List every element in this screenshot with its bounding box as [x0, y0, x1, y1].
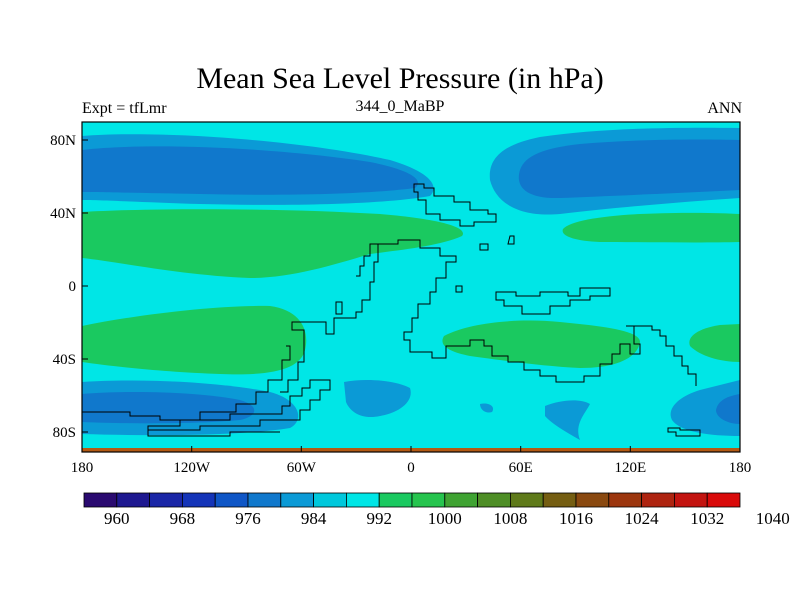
land-outlines — [82, 183, 701, 437]
colorbar-label: 1008 — [493, 509, 527, 528]
colorbar-swatch — [378, 492, 413, 508]
colorbar-swatch — [411, 492, 446, 508]
map-field — [82, 122, 740, 452]
chart-title: Mean Sea Level Pressure (in hPa) — [196, 62, 604, 95]
colorbar-swatch — [608, 492, 642, 508]
coastline-main-continent — [370, 239, 641, 383]
colorbar-label: 960 — [104, 509, 130, 528]
x-tick-label: 180 — [71, 460, 94, 476]
coastline-north-landmass — [413, 183, 497, 227]
colorbar-swatch — [509, 492, 544, 508]
colorbar: 960 968 976 984 992 1000 1008 1016 1024 1032 1040 — [83, 492, 790, 528]
colorbar-swatch — [116, 492, 151, 508]
low-pressure-patch-indian — [545, 400, 590, 440]
x-tick-label: 60E — [509, 460, 533, 476]
colorbar-label: 992 — [366, 509, 392, 528]
period-label: 344_0_MaBP — [355, 98, 445, 115]
colorbar-label: 968 — [170, 509, 196, 528]
x-axis-labels: 180 120W 60W 0 60E 120E 180 — [71, 460, 752, 476]
coastline-southeast-island — [667, 427, 701, 437]
y-tick-label: 80N — [50, 133, 76, 149]
colorbar-swatch — [280, 492, 314, 508]
colorbar-swatch — [641, 492, 675, 508]
colorbar-swatch — [83, 492, 118, 508]
experiment-label: Expt = tfLmr — [82, 100, 167, 117]
coastline-eastern-island — [495, 287, 611, 315]
x-tick-label: 120E — [614, 460, 646, 476]
low-pressure-core-south-west — [82, 392, 255, 424]
y-tick-label: 0 — [69, 279, 77, 295]
colorbar-swatch — [345, 492, 380, 508]
coastline-southern-strip — [147, 379, 331, 437]
x-tick-label: 0 — [407, 460, 415, 476]
high-pressure-band-north-east — [562, 212, 740, 243]
colorbar-label: 1032 — [690, 509, 724, 528]
coastline-western-arc — [82, 345, 291, 421]
y-axis-ticks — [82, 139, 88, 433]
high-pressure-band-south-west — [82, 305, 307, 375]
y-tick-label: 80S — [53, 425, 76, 441]
colorbar-label: 1024 — [625, 509, 660, 528]
colorbar-swatch — [444, 492, 478, 508]
season-label: ANN — [707, 100, 742, 117]
high-pressure-band-north-west — [82, 209, 464, 278]
x-tick-label: 60W — [287, 460, 317, 476]
low-pressure-band-south-east — [670, 380, 740, 436]
colorbar-label: 984 — [301, 509, 327, 528]
colorbar-label: 1016 — [559, 509, 593, 528]
x-tick-label: 120W — [173, 460, 211, 476]
colorbar-swatch — [149, 492, 183, 508]
colorbar-swatch — [247, 492, 282, 508]
colorbar-label: 1040 — [756, 509, 790, 528]
coastline-small-islands — [335, 235, 515, 315]
x-axis-ticks — [81, 446, 741, 452]
low-pressure-patch-small — [480, 403, 494, 413]
colorbar-swatch — [477, 492, 511, 508]
colorbar-swatch — [313, 492, 347, 508]
low-pressure-core-north-west — [82, 146, 418, 195]
colorbar-swatch — [706, 492, 741, 508]
y-tick-label: 40S — [53, 352, 76, 368]
low-pressure-core-north-east — [518, 139, 740, 199]
coastline-central-landmass — [280, 243, 379, 393]
colorbar-swatch — [542, 492, 577, 508]
colorbar-swatch — [214, 492, 249, 508]
colorbar-label: 976 — [235, 509, 261, 528]
colorbar-swatch — [181, 492, 216, 508]
colorbar-swatch — [674, 492, 708, 508]
high-pressure-band-south-east — [689, 324, 740, 362]
y-tick-label: 40N — [50, 206, 76, 222]
colorbar-label: 1000 — [428, 509, 462, 528]
low-pressure-core-south-east — [716, 394, 740, 424]
colorbar-swatch — [575, 492, 610, 508]
x-tick-label: 180 — [729, 460, 752, 476]
low-pressure-patch-south-atlantic — [344, 380, 411, 418]
coastline-southeast-landmass — [634, 325, 697, 386]
y-axis-labels: 80N 40N 0 40S 80S — [50, 133, 76, 441]
